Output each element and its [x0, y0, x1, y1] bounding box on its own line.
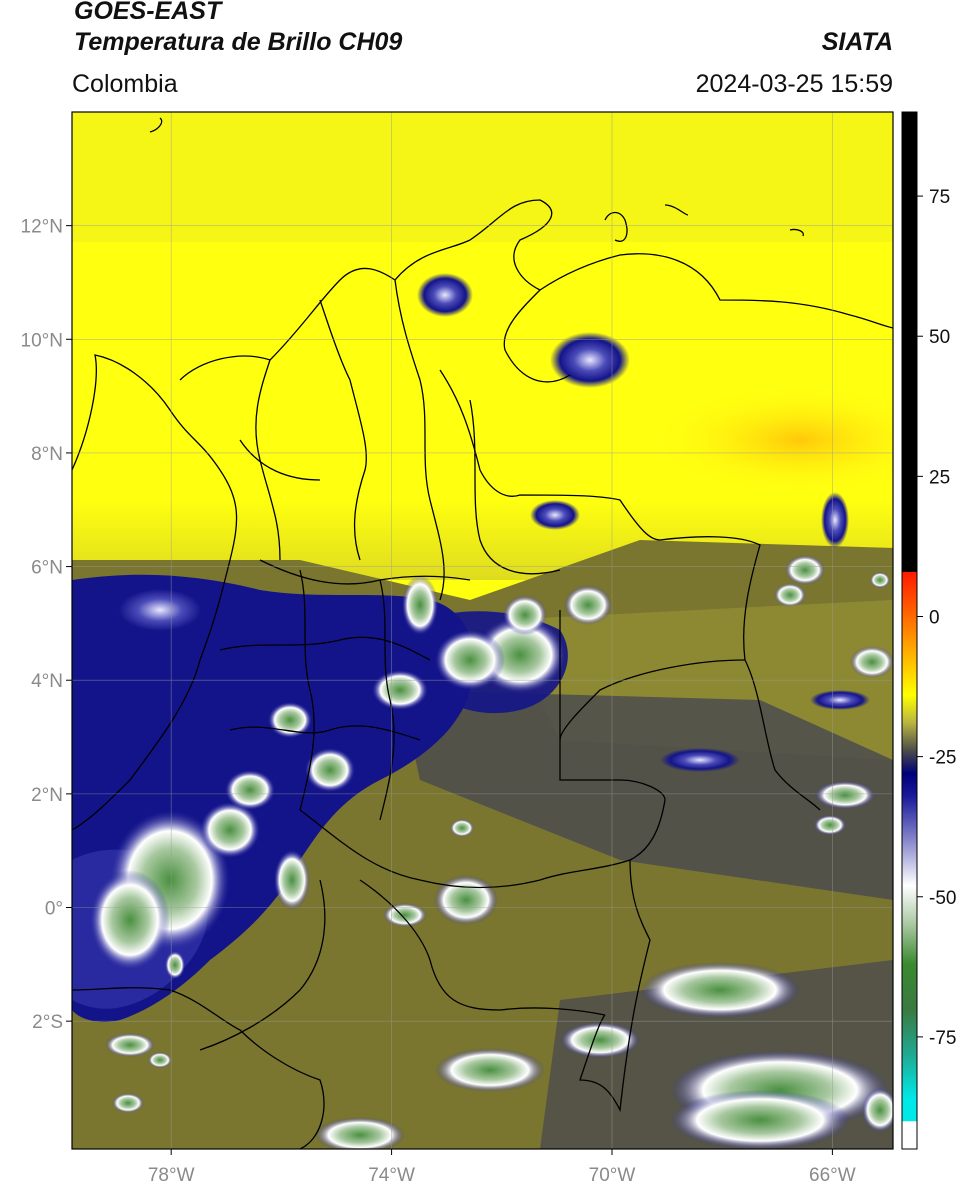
latitude-axis: 12°N 10°N 8°N 6°N 4°N 2°N 0° 2°S: [21, 217, 72, 1033]
datetime-label: 2024-03-25 15:59: [695, 70, 893, 98]
longitude-axis: 78°W 74°W 70°W 66°W: [148, 1149, 856, 1186]
lon-tick-label: 66°W: [809, 1165, 856, 1186]
colorbar-tick-label: 75: [929, 187, 950, 208]
lat-tick-label: 4°N: [31, 671, 63, 692]
lat-tick-label: 10°N: [21, 330, 63, 351]
colorbar-tick-label: -75: [929, 1028, 956, 1049]
lat-tick-label: 8°N: [31, 444, 63, 465]
colorbar-tick-label: 0: [929, 607, 940, 628]
convective-cells: [90, 273, 893, 1149]
product-title: Temperatura de Brillo CH09: [74, 28, 403, 56]
satellite-title: GOES-EAST: [74, 0, 222, 25]
satellite-image: [72, 112, 893, 1149]
dim-north-field: [72, 112, 893, 242]
map-frame: [71, 111, 894, 1150]
colorbar-tick-label: -50: [929, 888, 956, 909]
lon-tick-label: 78°W: [148, 1165, 195, 1186]
lat-tick-label: 12°N: [21, 217, 63, 238]
lat-tick-label: 0°: [45, 899, 63, 920]
colorbar-tick-label: -25: [929, 748, 956, 769]
lat-tick-label: 2°S: [32, 1012, 63, 1033]
colorbar-tick-label: 25: [929, 467, 950, 488]
lon-tick-label: 70°W: [589, 1165, 636, 1186]
colorbar: 75 50 25 0 -25 -50 -75: [901, 111, 956, 1150]
lon-tick-label: 74°W: [368, 1165, 415, 1186]
lat-tick-label: 2°N: [31, 785, 63, 806]
colorbar-tick-label: 50: [929, 327, 950, 348]
lat-tick-label: 6°N: [31, 558, 63, 579]
gray-field: [400, 690, 893, 900]
colorbar-scale: [901, 111, 918, 1150]
graticule: [72, 112, 893, 1149]
brand-label: SIATA: [821, 28, 893, 56]
region-label: Colombia: [72, 70, 178, 98]
